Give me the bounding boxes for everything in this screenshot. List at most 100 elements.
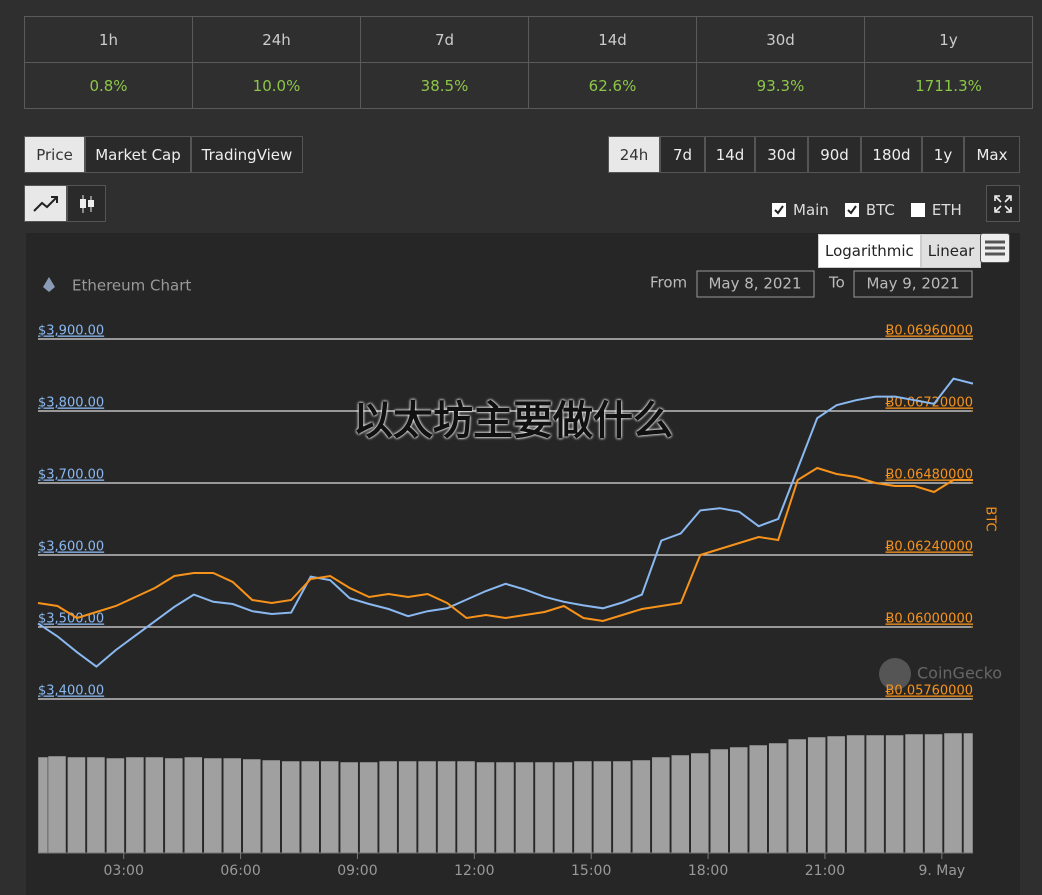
to-box[interactable] <box>853 270 973 298</box>
volume-bar <box>437 760 456 854</box>
series-toggle[interactable]: BTC <box>844 200 895 220</box>
chart: Ethereum Chart From May 8, 2021 To May 9… <box>26 233 1020 895</box>
volume-bar <box>904 733 924 854</box>
volume-bar <box>534 761 554 854</box>
period-header: 1h <box>24 16 193 63</box>
chart-style-group <box>24 185 106 222</box>
range-button[interactable]: 30d <box>755 136 808 173</box>
range-button[interactable]: 7d <box>660 136 705 173</box>
check-mark <box>847 205 857 215</box>
volume-bar <box>787 738 807 854</box>
y2-tick-label: Ƀ0.06240000 <box>886 540 974 555</box>
y2-tick-label: Ƀ0.06000000 <box>886 612 974 627</box>
toggle-label: Main <box>793 201 829 219</box>
overlay-text: 以太坊主要做什么 <box>353 398 673 444</box>
scale-button[interactable]: Linear <box>920 234 982 268</box>
volume-bar <box>709 748 729 854</box>
checkbox <box>910 203 925 217</box>
y2-tick-label: Ƀ0.05760000 <box>886 684 974 699</box>
to-label: To <box>828 274 845 292</box>
x-tick-label: 9. May <box>918 863 965 879</box>
volume-bar <box>865 734 885 854</box>
candle-icon <box>79 194 94 213</box>
period-header: 30d <box>696 16 865 63</box>
x-tick-label: 15:00 <box>571 863 611 879</box>
volume-bar <box>456 760 476 854</box>
volume-bar <box>612 760 632 854</box>
volume-bar <box>573 760 593 854</box>
series-line <box>37 466 973 623</box>
period-change: 38.5% <box>360 62 529 109</box>
x-tick-label: 03:00 <box>104 863 144 879</box>
volume-bar <box>515 761 534 854</box>
volume-bar <box>398 760 417 854</box>
x-tick-label: 21:00 <box>805 863 845 879</box>
volume-bar <box>632 759 651 854</box>
y2-axis-label: BTC <box>983 506 998 531</box>
volume-bar <box>885 734 904 854</box>
x-tick-label: 18:00 <box>688 863 728 879</box>
check-mark <box>774 205 784 215</box>
range-button[interactable]: 180d <box>861 136 922 173</box>
volume-bar <box>164 757 184 854</box>
expand-icon <box>994 194 1012 213</box>
volume-bar <box>593 760 612 854</box>
y-tick-label: $3,800.00 <box>38 396 104 411</box>
from-date: May 8, 2021 <box>708 275 801 293</box>
range-button[interactable]: 24h <box>608 136 660 173</box>
range-button[interactable]: 90d <box>808 136 861 173</box>
series-toggle[interactable]: ETH <box>910 200 962 220</box>
volume-bar <box>359 761 378 854</box>
tab[interactable]: Price <box>24 136 85 173</box>
period-header: 14d <box>528 16 697 63</box>
period-change: 10.0% <box>192 62 361 109</box>
volume-bar <box>690 752 710 854</box>
volume-bar <box>145 756 164 854</box>
volume-bar <box>320 760 339 854</box>
volume-bar <box>378 760 398 854</box>
volume-bar <box>106 757 125 854</box>
period-change: 93.3% <box>696 62 865 109</box>
volume-bar <box>67 756 86 854</box>
volume-bar <box>554 761 573 854</box>
y-tick-label: $3,400.00 <box>38 684 104 699</box>
range-button[interactable]: 1y <box>922 136 964 173</box>
toggle-label: BTC <box>865 201 895 219</box>
eth-icon <box>43 277 55 292</box>
range-group: 24h 7d 14d 30d 90d 180d 1y Max <box>608 136 1020 173</box>
x-tick-label: 06:00 <box>220 863 260 879</box>
volume-bar <box>729 746 749 854</box>
period-change: 1711.3% <box>864 62 1033 109</box>
header-row: 1h 24h 7d 14d 30d 1y <box>24 16 1033 63</box>
range-button[interactable]: 14d <box>705 136 755 173</box>
volume-bar <box>943 732 963 854</box>
value-row: 0.8% 10.0% 38.5% 62.6% 93.3% 1711.3% <box>24 62 1033 109</box>
volume-bar <box>748 744 768 854</box>
fullscreen-button[interactable] <box>986 185 1020 222</box>
volume-bar <box>963 732 974 854</box>
volume-bar <box>671 754 690 854</box>
period-change: 0.8% <box>24 62 193 109</box>
scale-button[interactable]: Logarithmic <box>818 234 921 268</box>
volume-bar <box>768 742 787 854</box>
series-toggle[interactable]: Main <box>772 200 829 220</box>
line-style-button[interactable] <box>24 185 67 222</box>
watermark-logo <box>879 658 911 690</box>
tab[interactable]: Market Cap <box>85 136 191 173</box>
range-button[interactable]: Max <box>964 136 1020 173</box>
volume-bar <box>203 757 223 854</box>
menu-button[interactable] <box>980 233 1010 263</box>
volume-bar <box>495 761 515 854</box>
period-header: 1y <box>864 16 1033 63</box>
candle-style-button[interactable] <box>67 185 106 222</box>
volume-bar <box>417 760 437 854</box>
tab-group: Price Market Cap TradingView <box>24 136 303 173</box>
volume-bar <box>223 757 242 854</box>
volume-bar <box>184 756 203 854</box>
tab[interactable]: TradingView <box>191 136 303 173</box>
y2-tick-label: Ƀ0.06960000 <box>886 324 974 339</box>
series-line <box>37 377 974 668</box>
from-box[interactable] <box>696 270 815 298</box>
volume-bar <box>86 756 106 854</box>
volume-bar <box>339 761 359 854</box>
